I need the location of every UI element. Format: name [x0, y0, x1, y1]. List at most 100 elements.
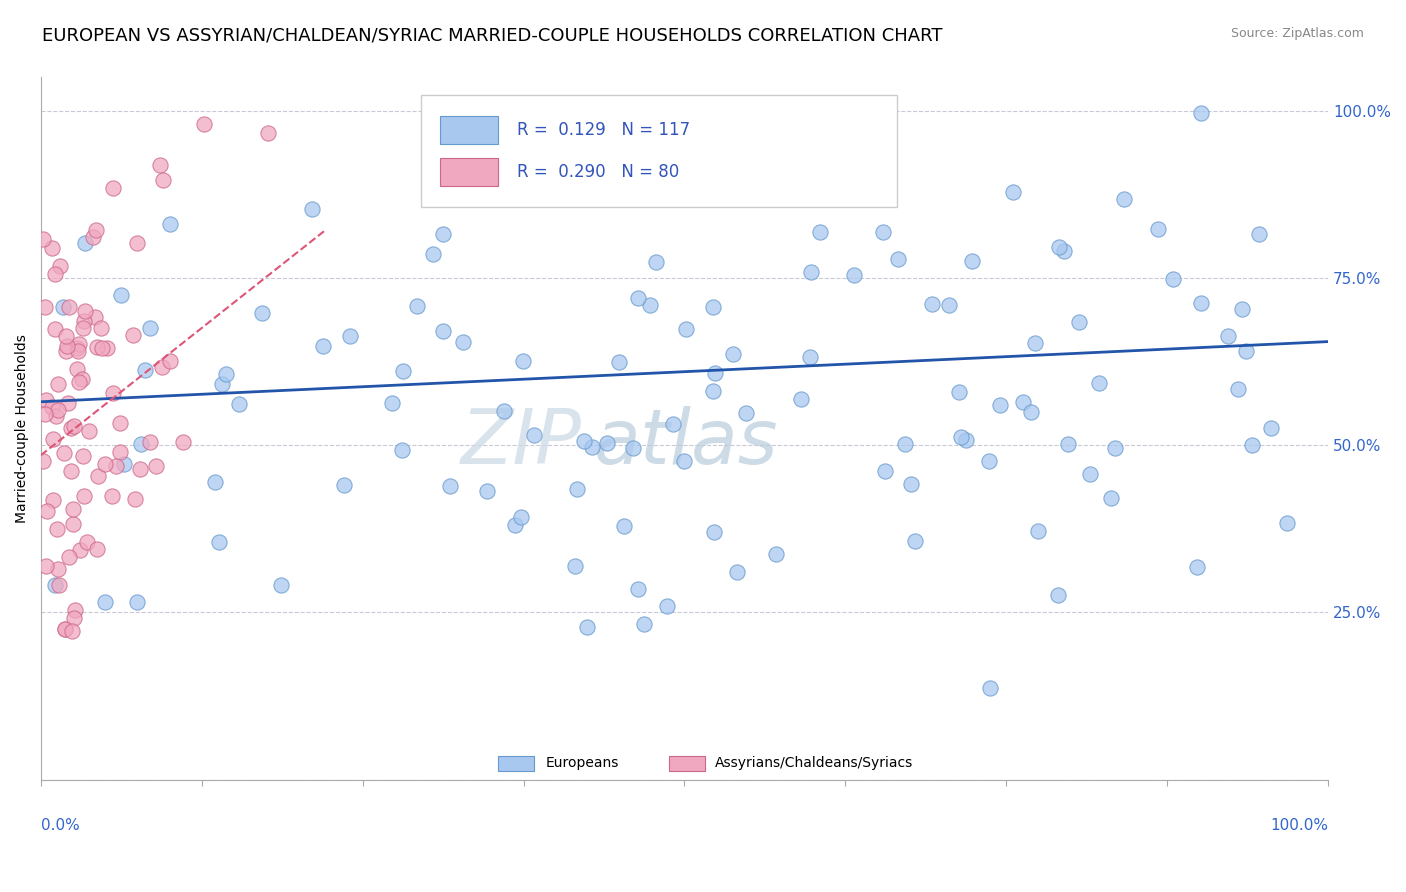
Point	[84, 223, 107, 237]
Point	[990, 398, 1012, 412]
Point	[1234, 343, 1257, 358]
Point	[1147, 222, 1170, 236]
Point	[596, 435, 619, 450]
Point	[1069, 315, 1091, 329]
Point	[90, 320, 112, 334]
Point	[152, 173, 174, 187]
Point	[60, 624, 83, 638]
Point	[103, 386, 125, 401]
Text: R =  0.290   N = 80: R = 0.290 N = 80	[517, 163, 679, 181]
Point	[1112, 193, 1135, 207]
Point	[91, 341, 114, 355]
Point	[252, 306, 274, 320]
Point	[67, 336, 90, 351]
Point	[301, 202, 323, 216]
Point	[842, 268, 865, 283]
Text: EUROPEAN VS ASSYRIAN/CHALDEAN/SYRIAC MARRIED-COUPLE HOUSEHOLDS CORRELATION CHART: EUROPEAN VS ASSYRIAN/CHALDEAN/SYRIAC MAR…	[42, 27, 942, 45]
Point	[45, 409, 67, 423]
Point	[82, 229, 104, 244]
Point	[108, 416, 131, 430]
Point	[125, 235, 148, 250]
Point	[55, 622, 77, 636]
Point	[655, 599, 678, 613]
Point	[41, 241, 63, 255]
Point	[31, 454, 53, 468]
Point	[432, 227, 454, 241]
Point	[1047, 240, 1070, 254]
Point	[121, 328, 143, 343]
Point	[86, 542, 108, 557]
Point	[955, 433, 977, 447]
Text: ZIP: ZIP	[461, 406, 582, 480]
Point	[41, 401, 63, 415]
Point	[145, 458, 167, 473]
Point	[46, 377, 69, 392]
FancyBboxPatch shape	[420, 95, 897, 207]
Point	[607, 355, 630, 369]
Point	[72, 321, 94, 335]
Point	[979, 681, 1001, 695]
Point	[564, 558, 586, 573]
Point	[48, 577, 70, 591]
Point	[215, 368, 238, 382]
Point	[582, 182, 605, 196]
Point	[1047, 588, 1070, 602]
Point	[46, 561, 69, 575]
Point	[69, 542, 91, 557]
Point	[621, 441, 644, 455]
Point	[503, 518, 526, 533]
Point	[34, 558, 56, 573]
Point	[381, 395, 404, 409]
Y-axis label: Married-couple Households: Married-couple Households	[15, 334, 30, 523]
Point	[704, 367, 727, 381]
Bar	[669, 756, 704, 772]
Point	[703, 525, 725, 540]
Point	[150, 359, 173, 374]
Point	[55, 344, 77, 359]
Point	[110, 288, 132, 302]
Point	[627, 291, 650, 305]
Point	[67, 376, 90, 390]
Point	[312, 339, 335, 353]
Bar	[440, 158, 498, 186]
Point	[55, 339, 77, 353]
Point	[93, 457, 115, 471]
Point	[581, 441, 603, 455]
Point	[523, 428, 546, 442]
Point	[73, 303, 96, 318]
Point	[1230, 301, 1253, 316]
Point	[70, 371, 93, 385]
Point	[55, 329, 77, 343]
Point	[125, 595, 148, 609]
Point	[104, 458, 127, 473]
Point	[159, 217, 181, 231]
Text: Europeans: Europeans	[546, 756, 619, 771]
Point	[62, 611, 84, 625]
Point	[391, 364, 413, 378]
Point	[572, 434, 595, 448]
Point	[1078, 467, 1101, 482]
Point	[112, 458, 135, 472]
Point	[129, 462, 152, 476]
Bar	[440, 116, 498, 145]
Point	[810, 226, 832, 240]
Point	[627, 582, 650, 596]
Point	[139, 434, 162, 449]
Point	[257, 126, 280, 140]
Text: Source: ZipAtlas.com: Source: ZipAtlas.com	[1230, 27, 1364, 40]
Point	[139, 320, 162, 334]
Point	[75, 236, 97, 251]
Point	[1056, 436, 1078, 450]
Point	[1012, 394, 1035, 409]
Point	[1187, 560, 1209, 574]
Point	[46, 403, 69, 417]
Point	[721, 346, 744, 360]
Point	[439, 479, 461, 493]
Point	[94, 595, 117, 609]
Point	[432, 325, 454, 339]
Point	[575, 620, 598, 634]
Point	[208, 535, 231, 549]
Point	[339, 328, 361, 343]
Point	[86, 468, 108, 483]
Point	[86, 340, 108, 354]
